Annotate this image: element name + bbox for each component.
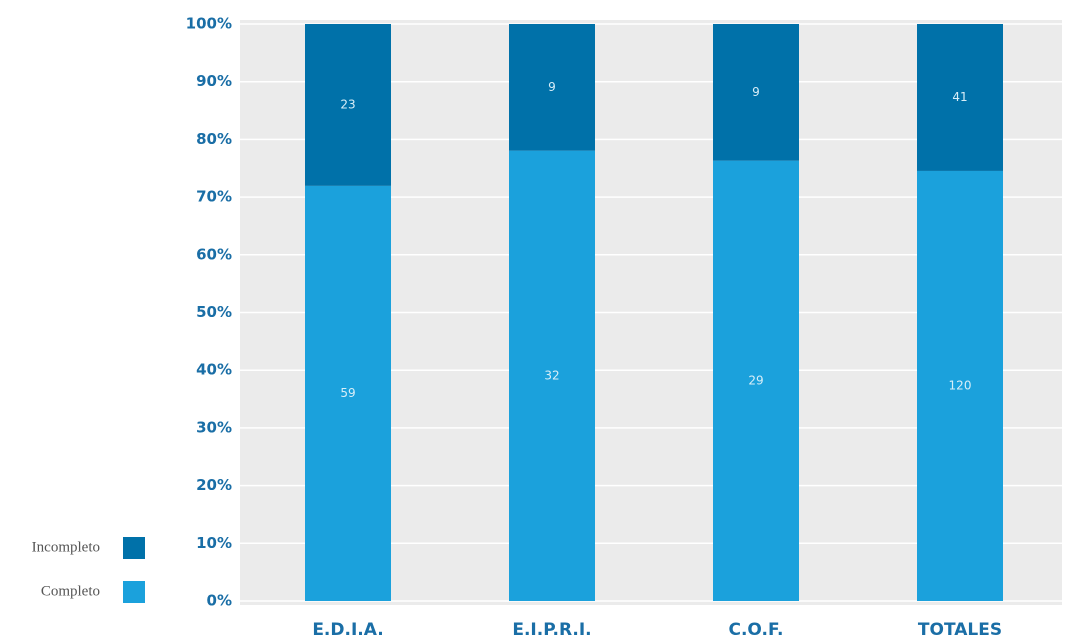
data-label: 9: [548, 80, 556, 94]
y-tick-label: 80%: [196, 130, 232, 148]
y-tick-label: 60%: [196, 245, 232, 263]
y-tick-label: 100%: [186, 15, 232, 33]
bar-segment: [713, 24, 799, 161]
y-tick-label: 0%: [207, 592, 232, 610]
x-tick-label: TOTALES: [918, 620, 1002, 640]
bar-segment: [713, 160, 799, 601]
data-label: 41: [952, 90, 967, 104]
x-tick-label: E.D.I.A.: [312, 620, 383, 640]
data-label: 29: [748, 373, 763, 387]
bar-segment: [917, 24, 1003, 171]
data-label: 120: [949, 378, 972, 392]
legend-swatch: [123, 581, 145, 603]
bar-segment: [917, 170, 1003, 602]
y-tick-label: 10%: [196, 534, 232, 552]
y-tick-label: 20%: [196, 476, 232, 494]
legend-label: Incompleto: [32, 539, 100, 555]
y-tick-label: 50%: [196, 303, 232, 321]
data-label: 23: [340, 97, 355, 111]
bar-segment: [305, 24, 391, 186]
y-tick-label: 70%: [196, 188, 232, 206]
bar-segment: [305, 185, 391, 601]
data-label: 9: [752, 85, 760, 99]
x-tick-label: C.O.F.: [728, 620, 783, 640]
legend-label: Completo: [41, 583, 100, 599]
data-label: 59: [340, 386, 355, 400]
data-label: 32: [544, 368, 559, 382]
y-tick-label: 30%: [196, 418, 232, 436]
bar-segment: [509, 24, 595, 151]
x-tick-label: E.I.P.R.I.: [512, 620, 591, 640]
legend-swatch: [123, 537, 145, 559]
y-tick-label: 40%: [196, 361, 232, 379]
bar-segment: [509, 150, 595, 601]
y-tick-label: 90%: [196, 72, 232, 90]
